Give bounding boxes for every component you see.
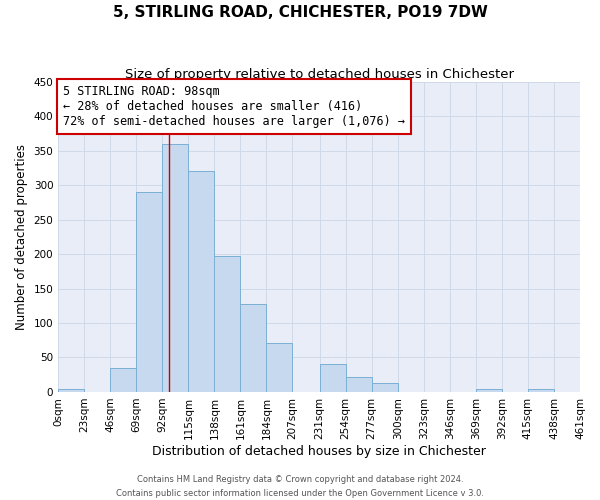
Bar [241,304,266,392]
X-axis label: Distribution of detached houses by size in Chichester: Distribution of detached houses by size … [152,444,486,458]
Bar [266,343,292,392]
Bar [188,172,214,392]
Y-axis label: Number of detached properties: Number of detached properties [15,144,28,330]
Bar [110,368,136,392]
Bar [476,388,502,392]
Bar [214,256,241,392]
Text: 5, STIRLING ROAD, CHICHESTER, PO19 7DW: 5, STIRLING ROAD, CHICHESTER, PO19 7DW [113,5,487,20]
Bar [136,192,163,392]
Bar [163,144,188,392]
Bar [528,388,554,392]
Text: Contains HM Land Registry data © Crown copyright and database right 2024.
Contai: Contains HM Land Registry data © Crown c… [116,476,484,498]
Bar [346,377,372,392]
Bar [320,364,346,392]
Text: 5 STIRLING ROAD: 98sqm
← 28% of detached houses are smaller (416)
72% of semi-de: 5 STIRLING ROAD: 98sqm ← 28% of detached… [64,85,406,128]
Title: Size of property relative to detached houses in Chichester: Size of property relative to detached ho… [125,68,514,80]
Bar [372,383,398,392]
Bar [58,388,84,392]
